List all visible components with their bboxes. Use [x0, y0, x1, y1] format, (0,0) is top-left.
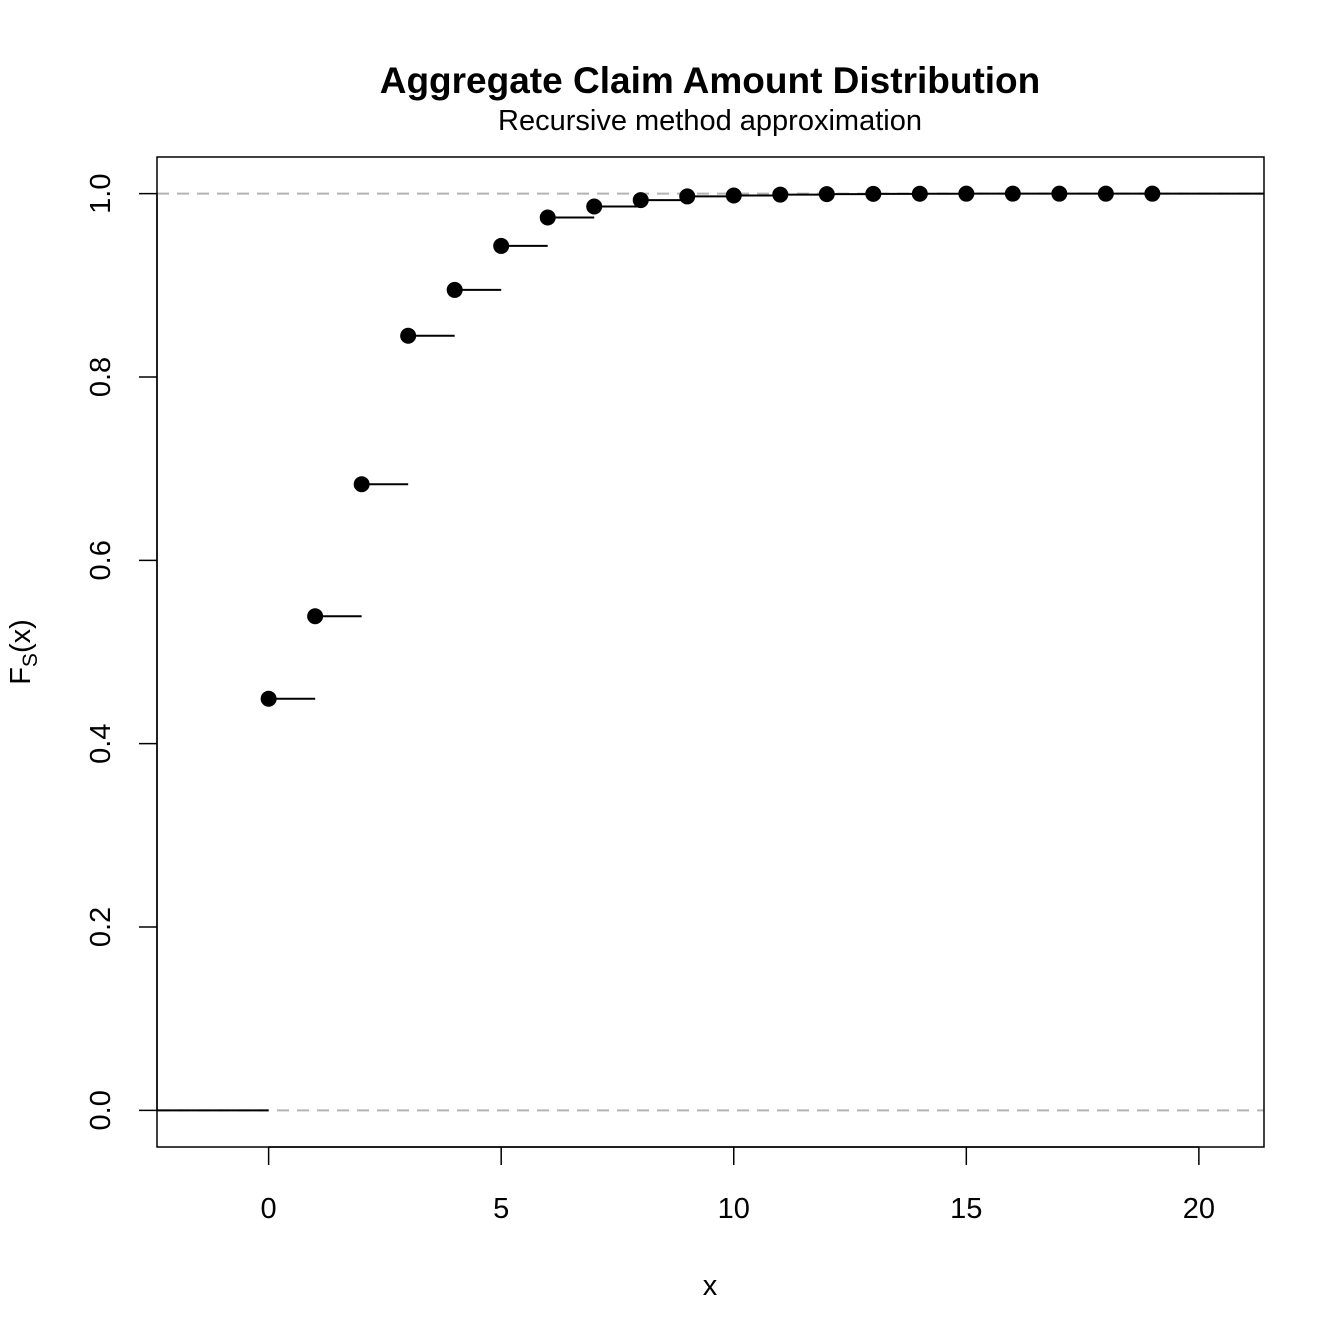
- step-segments: [157, 192, 1264, 1112]
- x-tick-label: 5: [493, 1193, 509, 1225]
- y-tick-label: 1.0: [85, 174, 117, 214]
- y-axis-label-suffix: (x): [5, 619, 37, 653]
- data-points: [260, 185, 1161, 707]
- y-tick-label: 0.6: [85, 540, 117, 580]
- x-axis: 0 5 10 15 20: [261, 1146, 1215, 1225]
- data-point: [446, 281, 463, 298]
- data-point: [493, 237, 510, 254]
- y-tick-label: 0.8: [85, 357, 117, 397]
- x-tick-label: 15: [950, 1193, 982, 1225]
- data-point: [400, 327, 417, 344]
- y-tick-label: 0.4: [85, 724, 117, 764]
- x-axis-label: x: [703, 1270, 718, 1302]
- x-tick-label: 10: [718, 1193, 750, 1225]
- data-point: [1097, 185, 1114, 202]
- data-point: [911, 185, 928, 202]
- data-point: [260, 690, 277, 707]
- data-point: [307, 608, 324, 625]
- y-axis-label-subscript: S: [19, 653, 42, 667]
- data-point: [586, 198, 603, 215]
- y-axis-label: FS(x): [5, 619, 42, 685]
- y-axis: 0.0 0.2 0.4 0.6 0.8 1.0: [85, 174, 158, 1130]
- data-point: [353, 476, 370, 493]
- data-point: [725, 187, 742, 204]
- y-tick-label: 0.2: [85, 907, 117, 947]
- data-point: [958, 185, 975, 202]
- x-tick-label: 20: [1183, 1193, 1215, 1225]
- data-point: [632, 192, 649, 209]
- chart-title: Aggregate Claim Amount Distribution: [380, 60, 1041, 101]
- data-point: [1051, 185, 1068, 202]
- data-point: [818, 186, 835, 203]
- plot-frame: [156, 156, 1265, 1148]
- chart-subtitle: Recursive method approximation: [498, 105, 922, 137]
- y-axis-label-main: F: [5, 667, 37, 685]
- data-point: [539, 209, 556, 226]
- data-point: [679, 188, 696, 205]
- y-tick-label: 0.0: [85, 1090, 117, 1130]
- reference-lines: [157, 192, 1264, 1112]
- data-point: [772, 186, 789, 203]
- x-tick-label: 0: [261, 1193, 277, 1225]
- data-point: [1004, 185, 1021, 202]
- data-point: [1144, 185, 1161, 202]
- data-point: [865, 185, 882, 202]
